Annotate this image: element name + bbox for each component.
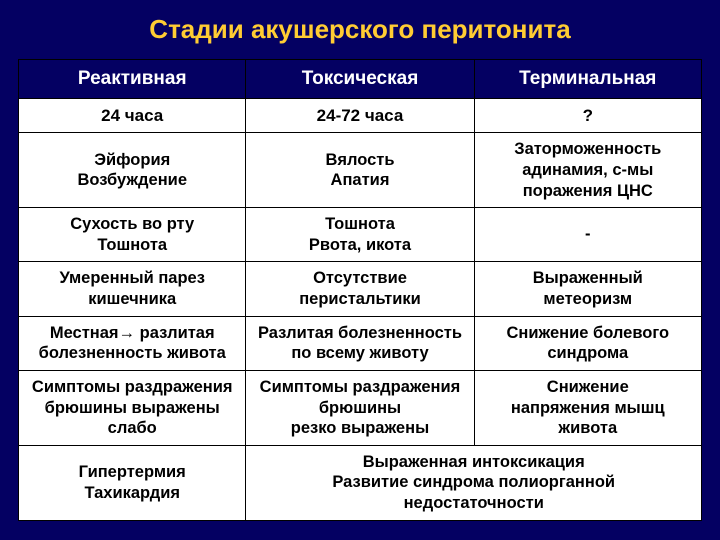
header-row: Реактивная Токсическая Терминальная [19, 60, 702, 99]
header-toxic: Токсическая [246, 60, 474, 99]
table-cell: ВялостьАпатия [246, 133, 474, 208]
table-cell: ТошнотаРвота, икота [246, 208, 474, 262]
table-row: Местная→ разлитаяболезненность животаРаз… [19, 316, 702, 370]
table-cell: Снижениенапряжения мышцживота [474, 370, 701, 445]
header-reactive: Реактивная [19, 60, 246, 99]
table-cell: ? [474, 99, 701, 133]
table-cell: Местная→ разлитаяболезненность живота [19, 316, 246, 370]
table-cell: ЭйфорияВозбуждение [19, 133, 246, 208]
table-cell: Сухость во ртуТошнота [19, 208, 246, 262]
table-cell: 24-72 часа [246, 99, 474, 133]
table-cell: Разлитая болезненностьпо всему животу [246, 316, 474, 370]
table-cell: Выраженныйметеоризм [474, 262, 701, 316]
table-row: ЭйфорияВозбуждениеВялостьАпатияЗаторможе… [19, 133, 702, 208]
table-cell: Отсутствиеперистальтики [246, 262, 474, 316]
footer-left-cell: ГипертермияТахикардия [19, 445, 246, 520]
table-row: Симптомы раздражениябрюшины выраженыслаб… [19, 370, 702, 445]
table-row: 24 часа24-72 часа? [19, 99, 702, 133]
table-cell: Умеренный парезкишечника [19, 262, 246, 316]
table-cell: Симптомы раздражениябрюшинырезко выражен… [246, 370, 474, 445]
table-body: 24 часа24-72 часа?ЭйфорияВозбуждениеВяло… [19, 99, 702, 521]
table-row: Сухость во ртуТошнотаТошнотаРвота, икота… [19, 208, 702, 262]
table-cell: Снижение болевогосиндрома [474, 316, 701, 370]
table-cell: - [474, 208, 701, 262]
table-cell: Симптомы раздражениябрюшины выраженыслаб… [19, 370, 246, 445]
table-cell: Заторможенностьадинамия, с-мыпоражения Ц… [474, 133, 701, 208]
table-row: Умеренный парезкишечникаОтсутствиеперист… [19, 262, 702, 316]
table-cell: 24 часа [19, 99, 246, 133]
slide-title: Стадии акушерского перитонита [18, 14, 702, 45]
header-terminal: Терминальная [474, 60, 701, 99]
stages-table: Реактивная Токсическая Терминальная 24 ч… [18, 59, 702, 521]
footer-right-cell: Выраженная интоксикацияРазвитие синдрома… [246, 445, 702, 520]
footer-row: ГипертермияТахикардияВыраженная интоксик… [19, 445, 702, 520]
